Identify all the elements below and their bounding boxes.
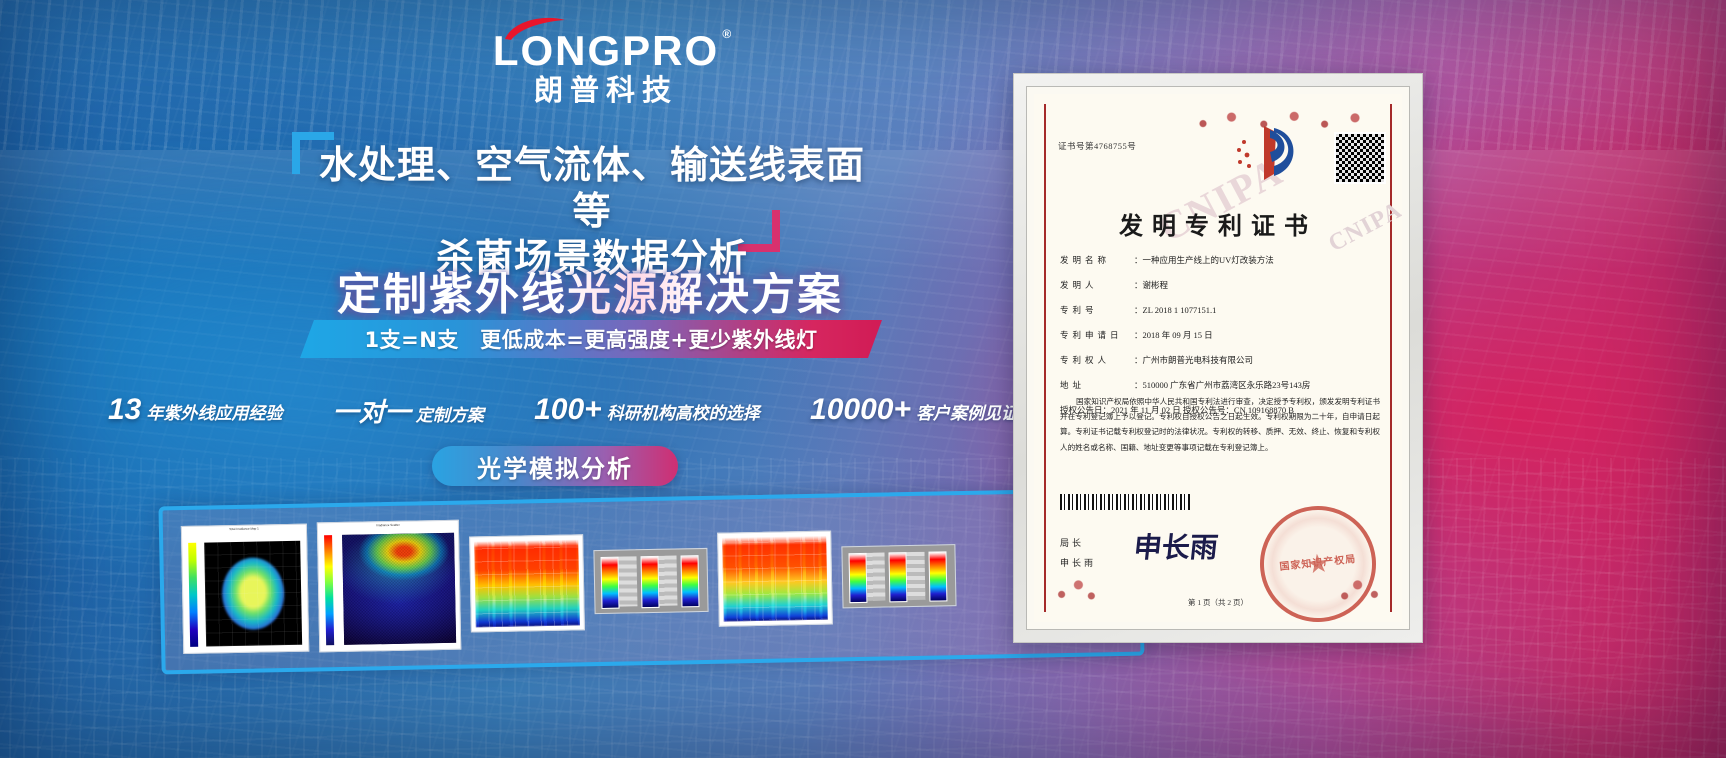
field-value: ：2018 年 09 月 15 日 — [1134, 330, 1213, 340]
stat-number: 一对一 — [332, 396, 411, 427]
field-key: 专利申请日 — [1060, 330, 1123, 340]
sim-image-scatter-density[interactable]: Irradiance Scatter — [316, 519, 462, 653]
qr-code-icon — [1334, 132, 1386, 184]
field-key: 专利号 — [1060, 305, 1098, 315]
headline-line-1: 水处理、空气流体、输送线表面等 — [318, 143, 865, 234]
stat-label: 年紫外线应用经验 — [146, 404, 283, 424]
certificate-signer-key: 局长 — [1060, 538, 1085, 548]
bracket-top-left-icon — [292, 132, 334, 174]
certificate-red-rule-right — [1390, 104, 1392, 612]
certificate-title: 发明专利证书 — [1119, 211, 1317, 240]
certificate-red-rule-left — [1044, 104, 1046, 612]
stat-item: 一对一 定制方案 — [333, 392, 484, 429]
field-key: 发明名称 — [1060, 255, 1111, 265]
field-key: 发明人 — [1060, 280, 1098, 290]
stat-label: 客户案例见证 — [916, 404, 1018, 424]
certificate-field-row: 专利权人 ：广州市朗普光电科技有限公司 — [1060, 354, 1382, 366]
sim-caption: Irradiance Scatter — [375, 522, 400, 528]
cnipa-emblem-icon — [1237, 126, 1294, 180]
certificate-barcode — [1060, 494, 1190, 510]
certificate-field-row: 地址 ：510000 广东省广州市荔湾区永乐路23号143房 — [1060, 379, 1382, 391]
background-roof-texture — [0, 0, 1726, 150]
ornament-bottom-left-icon — [1052, 564, 1100, 602]
page-headline: 水处理、空气流体、输送线表面等 杀菌场景数据分析 — [312, 142, 872, 281]
ribbon-background — [300, 320, 882, 358]
certificate-number: 证书号第4768755号 — [1058, 141, 1137, 151]
field-value: ：广州市朗普光电科技有限公司 — [1134, 355, 1254, 365]
stat-item: 13 年紫外线应用经验 — [108, 393, 282, 427]
plot-area — [722, 535, 828, 622]
patent-certificate[interactable]: CNIPA CNIPA 证书号第4768755号 发明专利证书 发明名称 ：一种应… — [1013, 73, 1423, 643]
field-value: ：谢彬程 — [1134, 280, 1169, 290]
colorbar — [324, 535, 335, 646]
bracket-bottom-right-icon — [738, 210, 780, 252]
certificate-grant-row: 授权公告日：2021 年 11 月 02 日 授权公告号：CN 10916887… — [1060, 405, 1294, 415]
stat-label: 定制方案 — [415, 405, 484, 426]
sim-image-uv-heatmap-1[interactable] — [469, 534, 585, 633]
stats-row: 13 年紫外线应用经验 一对一 定制方案 100+ 科研机构高校的选择 1000… — [108, 392, 1018, 428]
brand-logo[interactable]: LONGPRO ® 朗普科技 — [486, 17, 731, 107]
certificate-field-row: 专利号 ：ZL 2018 1 1077151.1 — [1060, 304, 1382, 316]
stat-item: 100+ 科研机构高校的选择 — [534, 393, 760, 427]
plot-area — [474, 539, 580, 628]
plot-area — [342, 532, 457, 645]
colorbar — [848, 552, 868, 604]
colorbar — [888, 552, 908, 603]
registered-mark: ® — [722, 27, 734, 41]
tab-optical-simulation[interactable]: 光学模拟分析 — [432, 446, 678, 486]
sim-legend-strip-2[interactable] — [841, 544, 957, 609]
ribbon-text: 1支=N支 更低成本=更高强度+更少紫外线灯 — [364, 328, 818, 352]
certificate-fields: 发明名称 ：一种应用生产线上的UV灯改装方法 发明人 ：谢彬程 专利号 ：ZL 201… — [1060, 254, 1382, 429]
certificate-page-label: 第 1 页（共 2 页） — [1188, 598, 1248, 607]
plot-area — [204, 540, 303, 647]
stat-number: 100+ — [534, 393, 602, 426]
colorbar — [680, 555, 700, 608]
stat-item: 10000+ 客户案例见证 — [810, 393, 1018, 427]
certificate-field-row: 发明人 ：谢彬程 — [1060, 279, 1382, 291]
certificate-paragraph: 国家知识产权局依照中华人民共和国专利法进行审查，决定授予专利权，颁发发明专利证书… — [1060, 397, 1380, 452]
certificate-signature: 申长雨 — [1132, 531, 1220, 564]
simulation-images: Total Irradiance Map 1 Irradiance Scatte… — [169, 498, 1135, 664]
seal-star-icon: ★ — [1304, 547, 1332, 580]
sim-image-irradiance-contour[interactable]: Total Irradiance Map 1 — [180, 523, 310, 655]
colorbar — [928, 551, 948, 602]
simulation-panel[interactable]: Total Irradiance Map 1 Irradiance Scatte… — [158, 487, 1145, 675]
headline-line-2: 杀菌场景数据分析 — [435, 235, 748, 280]
certificate-field-row: 专利申请日 ：2018 年 09 月 15 日 — [1060, 329, 1382, 341]
stat-number: 13 — [108, 393, 142, 426]
sim-legend-strip-1[interactable] — [593, 547, 709, 615]
stat-number: 10000+ — [810, 393, 911, 426]
field-key: 地址 — [1060, 380, 1086, 390]
sim-caption: Total Irradiance Map 1 — [229, 526, 259, 532]
certificate-signer-name: 申长雨 — [1060, 558, 1097, 568]
brand-logo-cn: 朗普科技 — [533, 73, 678, 107]
sim-image-uv-heatmap-2[interactable] — [717, 530, 833, 627]
field-value: ：ZL 2018 1 1077151.1 — [1134, 305, 1217, 315]
certificate-paper: CNIPA CNIPA 证书号第4768755号 发明专利证书 发明名称 ：一种应… — [1034, 94, 1402, 622]
hero-title: 定制紫外线光源解决方案 — [300, 271, 880, 318]
field-key: 专利权人 — [1060, 355, 1111, 365]
tab-optical-simulation-label: 光学模拟分析 — [477, 454, 633, 483]
field-value: ：510000 广东省广州市荔湾区永乐路23号143房 — [1134, 380, 1311, 390]
colorbar — [600, 556, 620, 609]
certificate-field-row: 发明名称 ：一种应用生产线上的UV灯改装方法 — [1060, 254, 1382, 266]
stat-label: 科研机构高校的选择 — [606, 404, 760, 424]
colorbar — [188, 542, 199, 647]
brand-logo-text: LONGPRO ® — [493, 17, 731, 72]
colorbar — [640, 555, 660, 609]
field-value: ：一种应用生产线上的UV灯改装方法 — [1134, 255, 1274, 265]
